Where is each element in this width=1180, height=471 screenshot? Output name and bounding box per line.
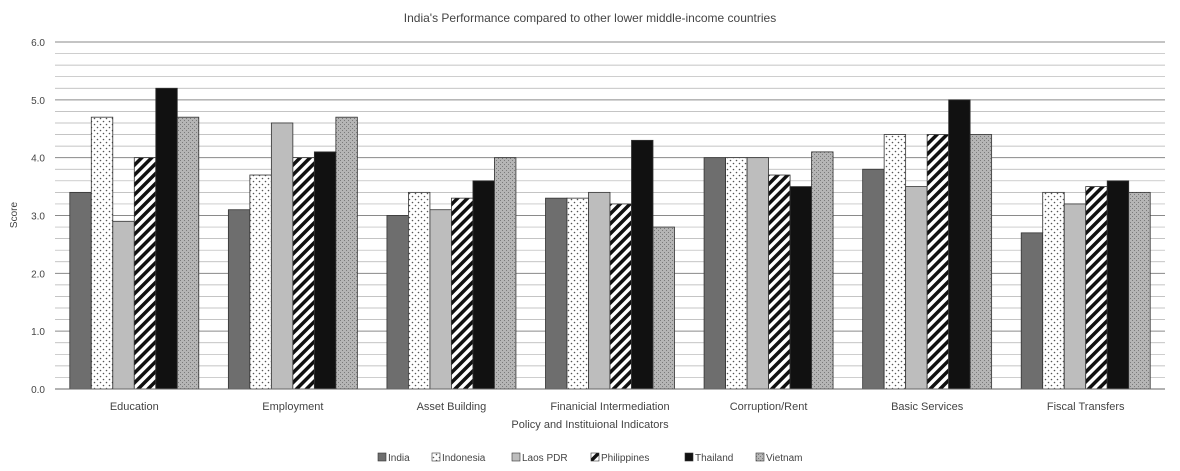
bar-indonesia-2 [408,191,431,390]
legend-label: Vietnam [766,453,803,464]
bar-vietnam-6 [1128,191,1151,390]
legend-label: Laos PDR [522,453,568,464]
bar-indonesia-3 [566,197,589,390]
bar-philippines-5 [926,134,950,390]
x-tick-label: Education [110,401,159,413]
legend-swatch-thailand [684,452,694,462]
bar-india-4 [703,157,726,390]
bar-indonesia-1 [249,174,272,390]
bar-thailand-6 [1106,180,1130,390]
x-tick-label: Finanicial Intermediation [550,401,669,413]
x-tick-label: Fiscal Transfers [1047,401,1125,413]
bar-vietnam-3 [652,226,675,390]
bar-india-1 [227,209,251,390]
legend-label: India [388,453,410,464]
bar-thailand-3 [631,139,654,390]
legend-swatch-indonesia [431,452,441,462]
bar-philippines-2 [451,197,474,390]
y-tick-label: 4.0 [31,154,45,165]
y-tick-label: 5.0 [31,96,45,107]
legend-label: Thailand [695,453,733,464]
y-axis-label: Score [9,202,20,229]
bar-vietnam-1 [335,116,358,390]
legend-swatch-india [377,452,387,462]
bar-indonesia-4 [725,157,748,390]
bar-vietnam-5 [969,134,993,390]
y-tick-label: 1.0 [31,327,45,338]
bar-laos-pdr-1 [270,122,294,390]
y-axis-ticks: 0.0 1.0 2.0 3.0 4.0 5.0 6.0 [31,38,45,396]
bar-india-0 [69,191,92,390]
bar-laos-pdr-5 [905,186,928,390]
legend-label: Philippines [601,453,649,464]
bar-indonesia-5 [883,134,907,390]
bar-thailand-5 [948,99,971,390]
y-tick-label: 3.0 [31,212,45,223]
legend-swatch-laos-pdr [511,452,521,462]
bar-india-6 [1020,232,1044,390]
bar-thailand-2 [472,180,495,390]
x-tick-label: Basic Services [891,401,964,413]
bar-philippines-1 [292,157,315,390]
bar-indonesia-0 [90,116,114,390]
bar-vietnam-0 [176,116,200,390]
bar-philippines-0 [133,157,157,390]
bars [55,87,1165,390]
bar-vietnam-2 [494,157,517,390]
bar-laos-pdr-6 [1063,203,1087,390]
bar-laos-pdr-3 [588,191,611,390]
bar-india-3 [545,197,568,390]
bar-vietnam-4 [811,151,834,390]
bar-thailand-4 [789,186,812,390]
y-tick-label: 0.0 [31,385,45,396]
bar-thailand-0 [155,87,178,390]
x-axis-ticks: Education Employment Asset Building Finanic… [110,401,1125,413]
legend-label: Indonesia [442,453,486,464]
y-tick-label: 6.0 [31,38,45,49]
bar-thailand-1 [313,151,337,390]
bar-india-2 [386,215,409,390]
legend-swatch-vietnam [755,452,765,462]
bar-philippines-6 [1085,186,1108,390]
x-tick-label: Employment [262,401,323,413]
x-tick-label: Asset Building [417,401,487,413]
x-axis-label: Policy and Instituional Indicators [511,419,669,431]
bar-indonesia-6 [1042,191,1065,390]
legend-swatch-philippines [590,452,600,462]
bar-philippines-4 [768,174,791,390]
bar-laos-pdr-4 [746,157,769,390]
legend: India Indonesia Laos PDR Philippines Thailan… [377,452,803,464]
y-tick-label: 2.0 [31,269,45,280]
bar-laos-pdr-2 [429,209,452,390]
bar-india-5 [862,168,885,390]
bar-laos-pdr-0 [112,220,135,390]
bar-philippines-3 [609,203,632,390]
chart-title: India's Performance compared to other lo… [404,11,776,25]
x-tick-label: Corruption/Rent [730,401,808,413]
